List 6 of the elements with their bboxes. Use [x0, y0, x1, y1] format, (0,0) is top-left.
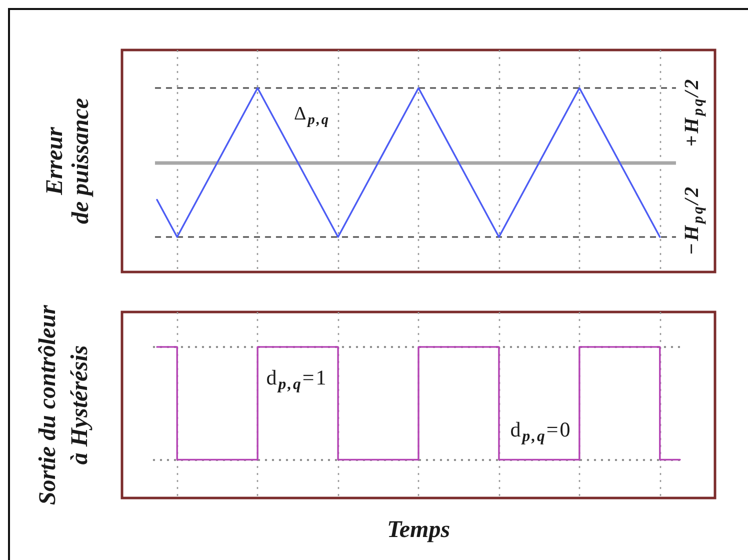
annotation: Δ$_{p,q}$ — [294, 104, 330, 128]
annotation: d$_{p,q}$=1 — [266, 365, 328, 394]
annotation: d$_{p,q}$=0 — [510, 417, 572, 446]
x-axis-title: Temps — [386, 517, 450, 543]
y-axis-title: Erreur de puissance — [42, 98, 94, 224]
y-axis-title: Sortie du contrôleur à Hystérésis — [35, 304, 93, 506]
